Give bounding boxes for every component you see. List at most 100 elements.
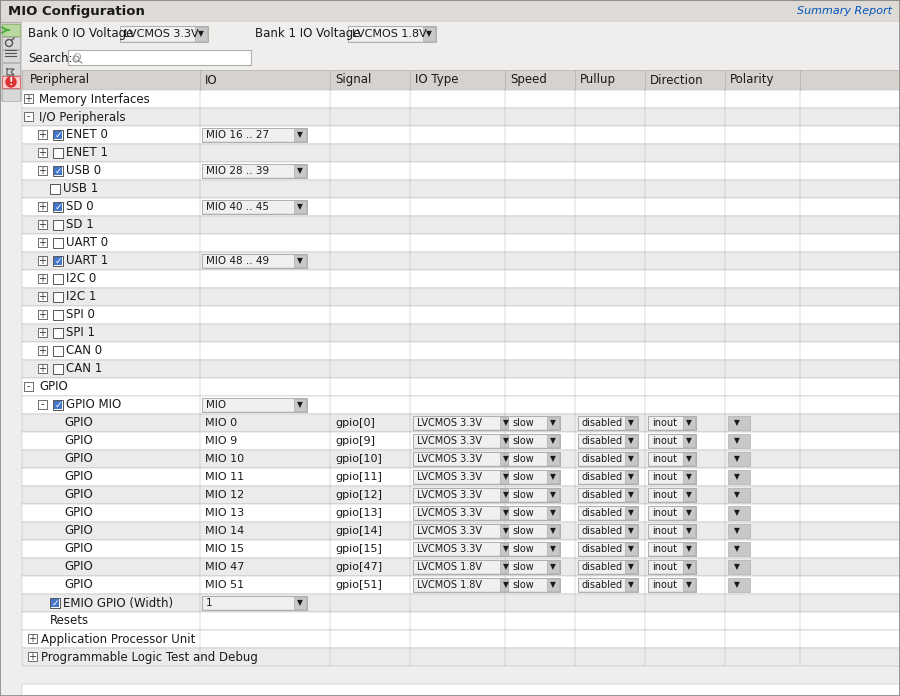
Text: slow: slow: [512, 472, 534, 482]
Bar: [509, 435, 547, 447]
Bar: [202, 398, 307, 412]
Text: I2C 1: I2C 1: [66, 290, 96, 303]
Bar: [547, 579, 559, 591]
Text: IO Type: IO Type: [415, 74, 458, 86]
Bar: [648, 416, 696, 430]
Bar: [53, 220, 63, 230]
Text: Peripheral: Peripheral: [30, 74, 90, 86]
Text: MIO: MIO: [206, 400, 226, 410]
Text: disabled: disabled: [582, 472, 623, 482]
Text: ▼: ▼: [734, 562, 740, 571]
Bar: [28, 634, 37, 643]
Text: inout: inout: [652, 490, 677, 500]
Bar: [509, 561, 547, 573]
Bar: [413, 488, 513, 502]
Text: inout: inout: [652, 580, 677, 590]
Bar: [53, 310, 63, 320]
Bar: [649, 435, 683, 447]
Bar: [509, 417, 547, 429]
Bar: [22, 486, 900, 504]
Bar: [294, 399, 306, 411]
Text: SD 0: SD 0: [66, 200, 94, 214]
Bar: [500, 579, 512, 591]
Bar: [579, 561, 625, 573]
Text: MIO 11: MIO 11: [205, 472, 244, 482]
Bar: [649, 489, 683, 501]
Text: Direction: Direction: [650, 74, 704, 86]
Bar: [508, 488, 560, 502]
Bar: [22, 648, 900, 666]
Text: ▼: ▼: [503, 454, 508, 464]
Bar: [53, 256, 63, 266]
Text: I2C 0: I2C 0: [66, 273, 96, 285]
Bar: [500, 561, 512, 573]
Bar: [728, 434, 750, 448]
Text: MIO 47: MIO 47: [205, 562, 245, 572]
Bar: [683, 489, 695, 501]
Bar: [22, 360, 900, 378]
Text: inout: inout: [652, 562, 677, 572]
Text: disabled: disabled: [582, 490, 623, 500]
Text: ▼: ▼: [550, 418, 556, 427]
Text: ▼: ▼: [686, 526, 692, 535]
Bar: [648, 578, 696, 592]
Bar: [22, 504, 900, 522]
Text: ▼: ▼: [503, 491, 508, 500]
Text: SD 1: SD 1: [66, 219, 94, 232]
Bar: [649, 543, 683, 555]
Text: LVCMOS 3.3V: LVCMOS 3.3V: [417, 490, 482, 500]
Text: ▼: ▼: [550, 562, 556, 571]
Bar: [509, 507, 547, 519]
Text: GPIO: GPIO: [64, 416, 93, 429]
Bar: [22, 126, 900, 144]
Text: UART 0: UART 0: [66, 237, 108, 249]
Text: ▼: ▼: [550, 526, 556, 535]
Bar: [53, 202, 63, 212]
Bar: [38, 400, 47, 409]
Text: gpio[47]: gpio[47]: [335, 562, 382, 572]
Text: slow: slow: [512, 580, 534, 590]
Text: inout: inout: [652, 436, 677, 446]
Bar: [547, 489, 559, 501]
Bar: [22, 522, 900, 540]
Bar: [728, 470, 750, 484]
Text: +: +: [39, 148, 47, 157]
Text: ▼: ▼: [686, 509, 692, 518]
Text: LVCMOS 3.3V: LVCMOS 3.3V: [417, 544, 482, 554]
Bar: [728, 524, 750, 538]
Text: slow: slow: [512, 436, 534, 446]
Bar: [508, 560, 560, 574]
Text: UART 1: UART 1: [66, 255, 108, 267]
Text: ▼: ▼: [628, 454, 634, 464]
Text: ▼: ▼: [686, 418, 692, 427]
Bar: [53, 238, 63, 248]
Text: LVCMOS 3.3V: LVCMOS 3.3V: [417, 508, 482, 518]
Text: SPI 1: SPI 1: [66, 326, 95, 340]
Text: inout: inout: [652, 454, 677, 464]
Text: gpio[0]: gpio[0]: [335, 418, 375, 428]
Text: +: +: [39, 274, 47, 283]
Bar: [202, 200, 307, 214]
Bar: [414, 489, 500, 501]
Bar: [53, 400, 63, 410]
Bar: [53, 130, 63, 140]
Bar: [50, 598, 60, 608]
Circle shape: [6, 77, 16, 87]
Text: ▼: ▼: [503, 526, 508, 535]
Bar: [0, 22, 22, 100]
Bar: [578, 470, 638, 484]
Text: gpio[12]: gpio[12]: [335, 490, 382, 500]
Bar: [579, 453, 625, 465]
Bar: [649, 507, 683, 519]
Bar: [203, 129, 294, 141]
Text: USB 0: USB 0: [66, 164, 101, 177]
Bar: [38, 274, 47, 283]
Bar: [53, 148, 63, 158]
Bar: [578, 524, 638, 538]
Bar: [22, 108, 900, 126]
Bar: [54, 131, 62, 139]
Text: gpio[13]: gpio[13]: [335, 508, 382, 518]
Bar: [683, 561, 695, 573]
Bar: [22, 450, 900, 468]
Text: inout: inout: [652, 508, 677, 518]
